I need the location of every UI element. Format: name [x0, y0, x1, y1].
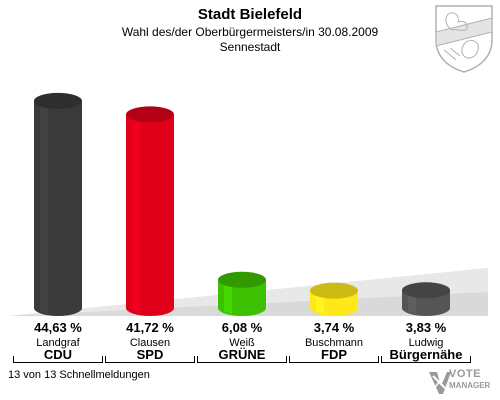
- value-label: 44,63 %: [34, 320, 82, 335]
- bar-spd: [126, 106, 174, 316]
- vote-manager-logo-icon: [429, 372, 451, 394]
- election-subtitle: Wahl des/der Oberbürgermeisters/in 30.08…: [121, 25, 379, 39]
- bar-top: [402, 282, 450, 299]
- candidate-name: Ludwig: [408, 337, 444, 349]
- bar-bürgernähe: [402, 282, 450, 316]
- bar-highlight: [40, 100, 48, 314]
- bar-top: [310, 282, 358, 299]
- logo-line2: MANAGER: [449, 381, 491, 390]
- bar-top: [34, 92, 82, 109]
- bar-highlight: [132, 114, 140, 314]
- candidate-name: Weiß: [229, 337, 255, 349]
- party-name: CDU: [13, 348, 103, 363]
- bar-grüne: [218, 271, 266, 316]
- logo-line1: VOTE: [449, 368, 481, 380]
- district-name: Sennestadt: [219, 40, 281, 54]
- chart-title: Stadt Bielefeld: [197, 6, 303, 23]
- bar-top: [126, 106, 174, 123]
- party-name: Bürgernähe: [381, 348, 471, 363]
- candidate-name: Buschmann: [304, 337, 364, 349]
- bar-chart: [8, 92, 488, 316]
- value-label: 6,08 %: [221, 320, 263, 335]
- party-name: FDP: [289, 348, 379, 363]
- party-name: GRÜNE: [197, 348, 287, 363]
- coat-of-arms-icon: [435, 5, 493, 73]
- value-label: 3,83 %: [405, 320, 447, 335]
- bar-top: [218, 271, 266, 288]
- bar-highlight: [224, 279, 232, 314]
- bar-cdu: [34, 92, 82, 316]
- value-label: 41,72 %: [126, 320, 174, 335]
- party-name: SPD: [105, 348, 195, 363]
- candidate-name: Clausen: [129, 337, 171, 349]
- candidate-name: Landgraf: [36, 337, 80, 349]
- reporting-status: 13 von 13 Schnellmeldungen: [8, 369, 150, 381]
- bar-fdp: [310, 282, 358, 316]
- value-label: 3,74 %: [313, 320, 355, 335]
